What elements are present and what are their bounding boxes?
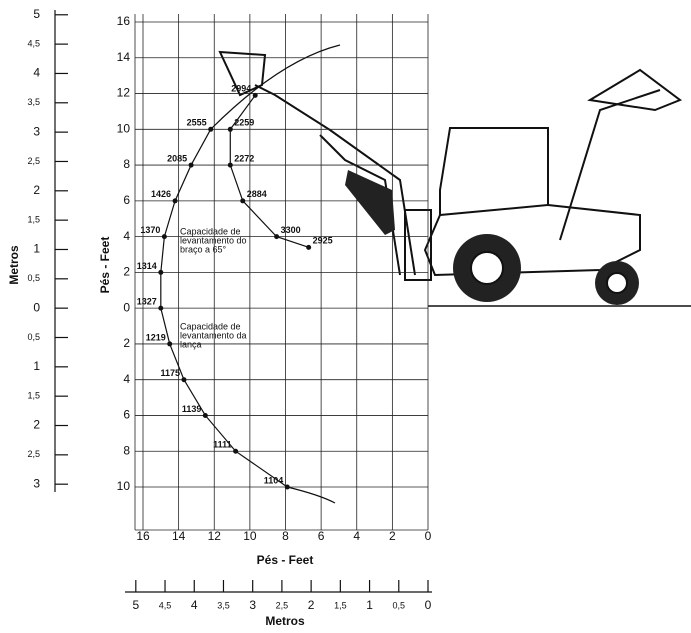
y-tick-label: 10 xyxy=(117,121,131,135)
y2-tick-label: 1,5 xyxy=(27,215,40,225)
x-tick-label: 4 xyxy=(353,529,360,543)
capacity-label: 1175 xyxy=(160,368,180,378)
y-tick-label: 14 xyxy=(117,50,131,64)
y2-tick-label: 1 xyxy=(33,242,40,256)
y2-tick-label: 4,5 xyxy=(27,38,40,48)
y2-tick-label: 4 xyxy=(33,66,40,80)
x2-tick-label: 4 xyxy=(191,598,198,612)
capacity-label: 2925 xyxy=(313,236,333,246)
capacity-label: 2555 xyxy=(187,118,207,128)
x2-tick-label: 3 xyxy=(249,598,256,612)
y2-tick-label: 3,5 xyxy=(27,97,40,107)
y-tick-label: 8 xyxy=(123,157,130,171)
point xyxy=(274,234,279,239)
capacity-label: 1314 xyxy=(137,261,157,271)
x2-tick-label: 1,5 xyxy=(334,600,347,610)
y-tick-label: 0 xyxy=(123,300,130,314)
y-tick-label: 2 xyxy=(123,265,130,279)
point xyxy=(173,198,178,203)
machine-illustration xyxy=(220,52,691,306)
x2-tick-label: 5 xyxy=(132,598,139,612)
point xyxy=(306,245,311,250)
y-axis-title: Pés - Feet xyxy=(98,237,112,294)
x2-tick-label: 0 xyxy=(425,598,432,612)
point xyxy=(253,93,258,98)
point xyxy=(189,163,194,168)
x2-tick-label: 2 xyxy=(308,598,315,612)
y-tick-label: 2 xyxy=(123,336,130,350)
x-tick-label: 0 xyxy=(425,529,432,543)
y-tick-label: 4 xyxy=(123,229,130,243)
point xyxy=(158,270,163,275)
point xyxy=(167,341,172,346)
y-tick-label: 6 xyxy=(123,193,130,207)
point xyxy=(162,234,167,239)
x-tick-label: 6 xyxy=(318,529,325,543)
point xyxy=(181,377,186,382)
point xyxy=(228,163,233,168)
y2-tick-label: 0,5 xyxy=(27,273,40,283)
y-tick-label: 12 xyxy=(117,86,131,100)
y2-tick-label: 0,5 xyxy=(27,332,40,342)
x2-tick-label: 1 xyxy=(366,598,373,612)
y-tick-label: 8 xyxy=(123,443,130,457)
y-tick-label: 6 xyxy=(123,408,130,422)
capacity-label: 2272 xyxy=(234,153,254,163)
annotation: lança xyxy=(180,339,202,349)
point xyxy=(233,449,238,454)
y2-tick-label: 2 xyxy=(33,418,40,432)
x-tick-label: 10 xyxy=(243,529,257,543)
point xyxy=(158,306,163,311)
capacity-label: 1426 xyxy=(151,189,171,199)
x-tick-label: 12 xyxy=(208,529,222,543)
capacity-label: 3300 xyxy=(281,225,301,235)
y2-tick-label: 2,5 xyxy=(27,156,40,166)
y2-axis-title: Metros xyxy=(7,245,21,285)
point xyxy=(228,127,233,132)
point xyxy=(240,198,245,203)
y2-tick-label: 3 xyxy=(33,124,40,138)
capacity-label: 1111 xyxy=(213,440,232,450)
capacity-label: 1327 xyxy=(137,297,157,307)
x2-tick-label: 4,5 xyxy=(159,600,172,610)
x2-tick-label: 2,5 xyxy=(276,600,289,610)
capacity-label: 1104 xyxy=(264,475,284,485)
x2-tick-label: 0,5 xyxy=(393,600,406,610)
reach-arc xyxy=(287,487,335,503)
annotation: braço a 65° xyxy=(180,244,227,254)
capacity-label: 2994 xyxy=(231,84,251,94)
y2-tick-label: 1 xyxy=(33,359,40,373)
capacity-label: 2085 xyxy=(167,153,187,163)
y2-tick-label: 2,5 xyxy=(27,449,40,459)
y2-tick-label: 2 xyxy=(33,183,40,197)
x2-tick-label: 3,5 xyxy=(217,600,230,610)
y-tick-label: 10 xyxy=(117,479,131,493)
y-tick-label: 16 xyxy=(117,14,131,28)
point xyxy=(203,413,208,418)
x-tick-label: 16 xyxy=(136,529,150,543)
capacity-label: 2884 xyxy=(247,189,267,199)
x2-axis-title: Metros xyxy=(265,614,305,628)
capacity-label: 1139 xyxy=(182,404,202,414)
y-tick-label: 4 xyxy=(123,372,130,386)
x-axis-title: Pés - Feet xyxy=(257,553,314,567)
x-tick-label: 8 xyxy=(282,529,289,543)
y2-tick-label: 3 xyxy=(33,476,40,490)
y2-tick-label: 0 xyxy=(33,300,40,314)
capacity-label: 2259 xyxy=(234,118,254,128)
y2-tick-label: 5 xyxy=(33,7,40,21)
y2-tick-label: 1,5 xyxy=(27,391,40,401)
x-tick-label: 14 xyxy=(172,529,186,543)
x-tick-label: 2 xyxy=(389,529,396,543)
chart: Capacidade de levantamento do braço a 65… xyxy=(0,0,691,633)
capacity-label: 1219 xyxy=(146,332,166,342)
capacity-label: 1370 xyxy=(140,225,160,235)
